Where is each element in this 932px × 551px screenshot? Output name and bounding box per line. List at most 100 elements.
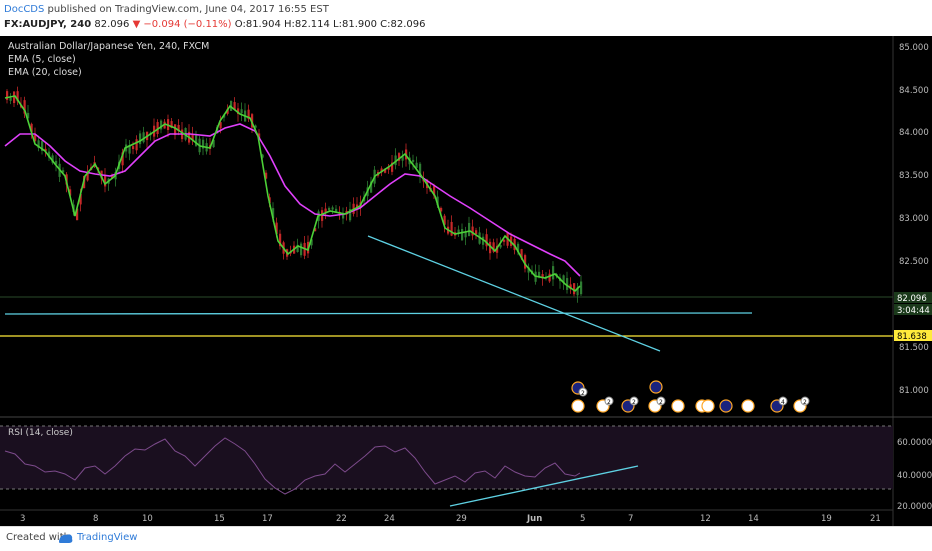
candle bbox=[566, 278, 569, 290]
candle bbox=[258, 133, 261, 139]
candle bbox=[177, 124, 180, 132]
candle bbox=[128, 145, 131, 154]
chart-area[interactable]: Australian Dollar/Japanese Yen, 240, FXC… bbox=[0, 36, 932, 526]
event-count: 2 bbox=[803, 399, 807, 406]
candle bbox=[461, 228, 464, 241]
legend-ema20[interactable]: EMA (20, close) bbox=[8, 67, 82, 78]
candle bbox=[275, 222, 278, 234]
candle bbox=[79, 193, 82, 205]
time-tick: 7 bbox=[628, 514, 633, 524]
candle bbox=[342, 212, 345, 219]
price-tick: 84.000 bbox=[899, 128, 929, 138]
tradingview-logo-icon[interactable] bbox=[58, 532, 74, 544]
change-value: ▼ −0.094 (−0.11%) bbox=[132, 19, 232, 30]
event-count-icon bbox=[604, 396, 614, 406]
event-icon[interactable] bbox=[571, 399, 585, 413]
event-count-icon bbox=[656, 396, 666, 406]
event-icon[interactable] bbox=[741, 399, 755, 413]
candle bbox=[191, 134, 194, 141]
candle bbox=[324, 208, 327, 213]
event-count: 2 bbox=[581, 390, 585, 397]
candle bbox=[51, 155, 54, 163]
tradingview-brand[interactable]: TradingView bbox=[77, 532, 138, 543]
candle bbox=[174, 124, 177, 136]
candle bbox=[139, 133, 142, 145]
candle bbox=[170, 121, 173, 128]
event-icon[interactable] bbox=[701, 399, 715, 413]
price-tick: 82.500 bbox=[899, 257, 929, 267]
price-tick: 81.500 bbox=[899, 343, 929, 353]
chart-svg[interactable]: Australian Dollar/Japanese Yen, 240, FXC… bbox=[0, 36, 932, 526]
candle bbox=[450, 221, 453, 236]
candle bbox=[527, 267, 530, 273]
candle bbox=[240, 109, 243, 114]
candle bbox=[401, 156, 404, 161]
trend-line[interactable] bbox=[367, 235, 661, 352]
candle bbox=[524, 255, 527, 269]
candle bbox=[335, 208, 338, 213]
candle bbox=[331, 207, 334, 210]
candle bbox=[9, 97, 12, 101]
chart-header: DocCDS published on TradingView.com, Jun… bbox=[0, 0, 932, 36]
legend-ema5[interactable]: EMA (5, close) bbox=[8, 54, 76, 65]
candle bbox=[135, 139, 138, 151]
candle bbox=[562, 275, 565, 283]
time-ticks[interactable]: 3 8 10 15 17 22 24 29 Jun 5 7 12 14 19 2… bbox=[20, 514, 881, 524]
candle bbox=[160, 120, 163, 130]
candle bbox=[499, 245, 502, 248]
event-flag-icon[interactable] bbox=[649, 380, 663, 394]
candle bbox=[300, 243, 303, 256]
legend-title: Australian Dollar/Japanese Yen, 240, FXC… bbox=[8, 41, 209, 52]
rsi-trend-line[interactable] bbox=[449, 465, 639, 507]
candles-group bbox=[6, 86, 583, 303]
candle bbox=[48, 151, 51, 158]
time-tick: 14 bbox=[748, 514, 759, 524]
time-tick: 29 bbox=[456, 514, 467, 524]
price-tick: 83.000 bbox=[899, 214, 929, 224]
candle bbox=[391, 162, 394, 172]
event-count-icon bbox=[629, 396, 639, 406]
time-tick: 21 bbox=[870, 514, 881, 524]
candle bbox=[195, 135, 198, 146]
support-line[interactable] bbox=[4, 312, 753, 315]
candle bbox=[237, 108, 240, 115]
candle bbox=[76, 208, 79, 221]
event-count-icon bbox=[578, 387, 588, 397]
rsi-tick: 20.0000 bbox=[897, 502, 932, 512]
candle bbox=[349, 209, 352, 221]
event-flag-icon[interactable] bbox=[719, 399, 733, 413]
candle bbox=[202, 139, 205, 149]
rsi-line bbox=[4, 437, 581, 495]
candle bbox=[23, 100, 26, 114]
created-with-text: Created with bbox=[6, 532, 70, 543]
time-tick: 24 bbox=[384, 514, 395, 524]
author-link[interactable]: DocCDS bbox=[4, 4, 45, 15]
candle bbox=[398, 153, 401, 161]
candle bbox=[573, 283, 576, 295]
symbol-info: FX:AUDJPY, 240 82.096 ▼ −0.094 (−0.11%) … bbox=[4, 19, 426, 30]
candle bbox=[415, 162, 418, 168]
publish-text: published on TradingView.com, June 04, 2… bbox=[44, 4, 329, 15]
time-tick: Jun bbox=[526, 514, 542, 524]
last-price-label: 82.096 bbox=[897, 294, 927, 304]
candle bbox=[272, 208, 275, 219]
candle bbox=[538, 271, 541, 277]
rsi-band bbox=[0, 426, 893, 489]
ema20-line[interactable] bbox=[4, 123, 581, 277]
candle bbox=[142, 132, 145, 143]
candle bbox=[296, 244, 299, 252]
candle bbox=[16, 91, 19, 102]
candle bbox=[552, 266, 555, 280]
candle bbox=[314, 228, 317, 232]
event-markers[interactable]: 2 2 2 2 4 2 bbox=[571, 380, 810, 413]
candle bbox=[233, 102, 236, 110]
candle bbox=[443, 215, 446, 225]
candle bbox=[412, 159, 415, 162]
ema5-line[interactable] bbox=[4, 95, 581, 293]
event-icon[interactable] bbox=[671, 399, 685, 413]
candle bbox=[62, 170, 65, 173]
event-count-icon bbox=[778, 396, 788, 406]
price-tick: 83.500 bbox=[899, 171, 929, 181]
rsi-title[interactable]: RSI (14, close) bbox=[8, 428, 73, 438]
candle bbox=[541, 274, 544, 279]
